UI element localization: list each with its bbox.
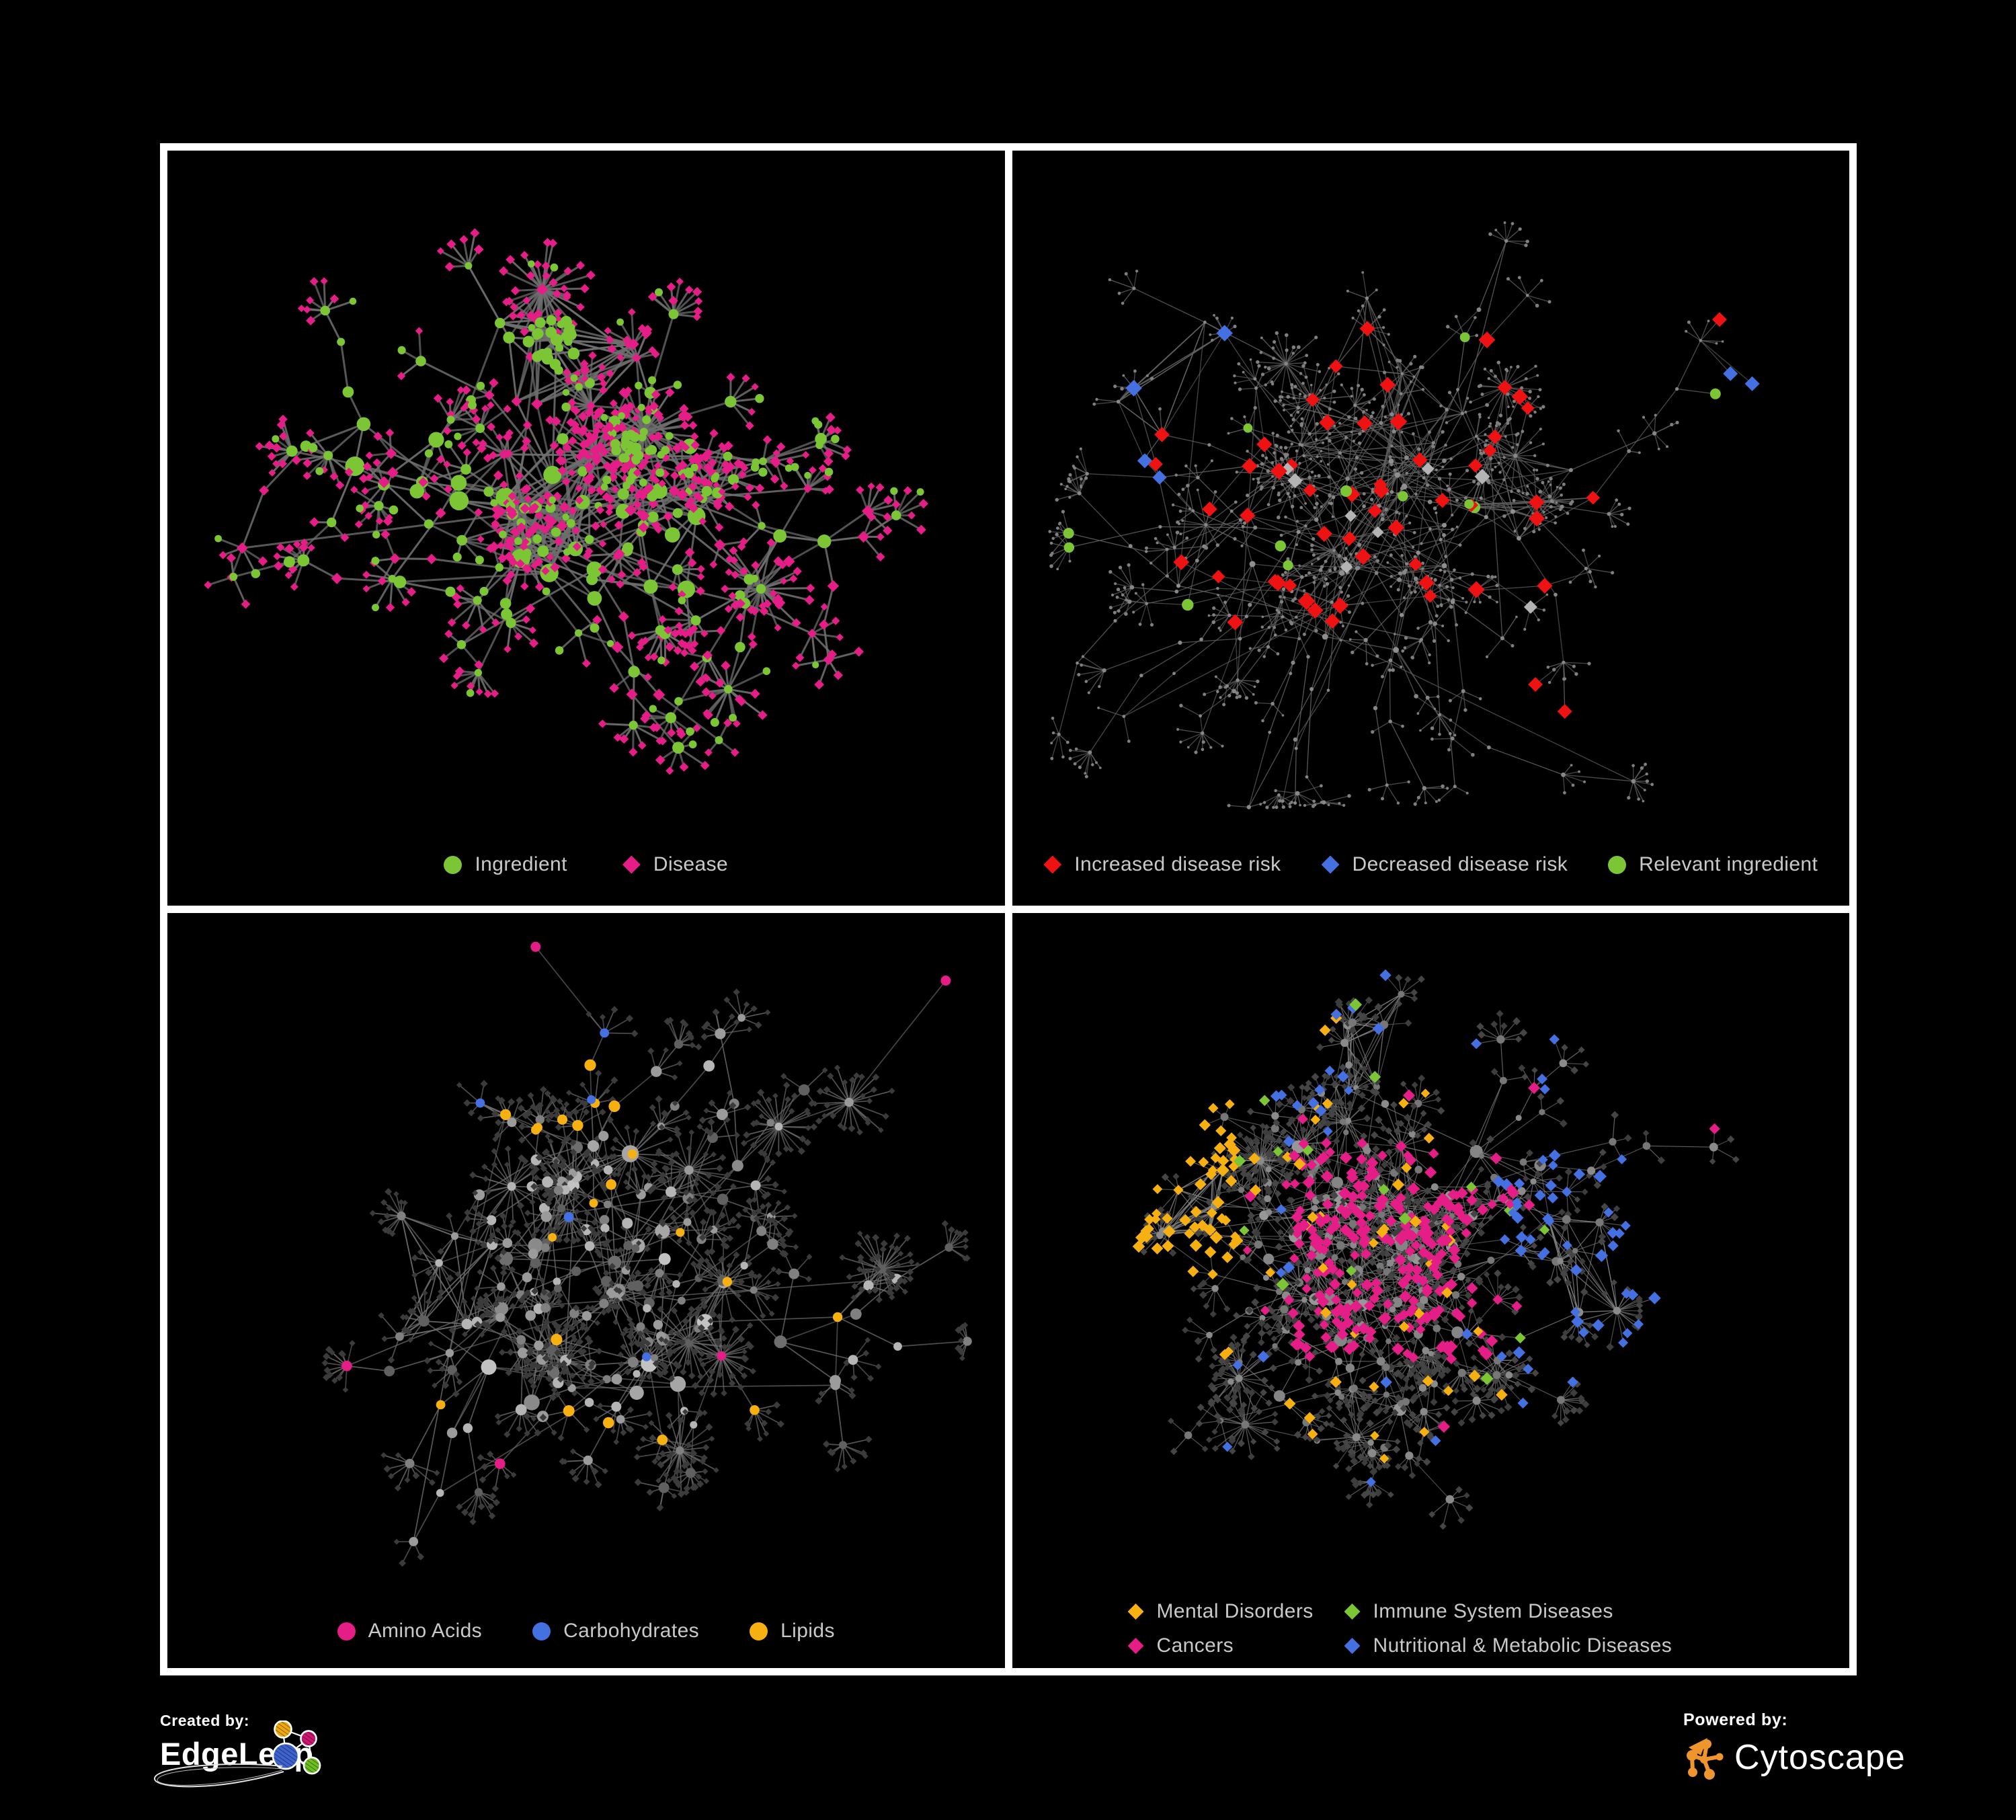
- created-by-block: Created by: EdgeLeap: [154, 1712, 375, 1799]
- network-graph-nutrient-classes: [321, 941, 972, 1567]
- legend-label: Ingredient: [475, 853, 567, 875]
- legend-label: Mental Disorders: [1156, 1600, 1314, 1622]
- legend-label: Decreased disease risk: [1352, 853, 1568, 875]
- legend-item: Amino Acids: [337, 1620, 482, 1643]
- legend-label: Amino Acids: [368, 1620, 483, 1642]
- panel-grid: Ingredient Disease Increased disease ris…: [160, 143, 1857, 1675]
- powered-by-block: Powered by:: [1683, 1710, 1906, 1780]
- legend-label: Immune System Diseases: [1373, 1600, 1613, 1622]
- legend-label: Cancers: [1156, 1634, 1234, 1657]
- legend-label: Carbohydrates: [563, 1620, 700, 1642]
- cancers-marker-icon: [1127, 1638, 1144, 1654]
- nutritional-metabolic-diseases-marker-icon: [1344, 1638, 1361, 1654]
- legend-label: Relevant ingredient: [1639, 853, 1818, 875]
- legend-item: Mental Disorders: [1127, 1600, 1344, 1623]
- relevant-ingredient-marker-icon: [1608, 855, 1627, 874]
- legend-item: Carbohydrates: [532, 1620, 699, 1643]
- legend-item: Disease: [622, 853, 728, 876]
- legend-label: Nutritional & Metabolic Diseases: [1373, 1634, 1672, 1657]
- decreased-risk-marker-icon: [1321, 855, 1340, 874]
- edgeleap-swoosh-icon: [154, 1763, 284, 1788]
- disease-marker-icon: [622, 855, 641, 874]
- legend-item: Lipids: [750, 1620, 835, 1643]
- legend-disease-risk: Increased disease risk Decreased disease…: [1012, 853, 1850, 876]
- increased-risk-marker-icon: [1043, 855, 1062, 874]
- legend-ingredient-disease: Ingredient Disease: [167, 853, 1005, 876]
- edgeleap-logo-icon: [272, 1720, 321, 1775]
- immune-system-diseases-marker-icon: [1344, 1604, 1361, 1620]
- network-graph-disease-categories: [1132, 969, 1740, 1530]
- cytoscape-logo-text: Cytoscape: [1734, 1738, 1906, 1777]
- cytoscape-logo-icon: [1687, 1738, 1724, 1780]
- legend-item: Increased disease risk: [1043, 853, 1281, 876]
- powered-by-label: Powered by:: [1683, 1710, 1788, 1729]
- network-graph-ingredient-disease: [204, 228, 928, 775]
- ingredient-marker-icon: [444, 855, 462, 874]
- network-graph-disease-risk: [1047, 221, 1760, 809]
- mental-disorders-marker-icon: [1127, 1604, 1144, 1620]
- legend-item: Immune System Diseases: [1344, 1600, 1672, 1623]
- edgeleap-brand-row: EdgeLeap: [154, 1720, 375, 1788]
- legend-label: Lipids: [780, 1620, 835, 1642]
- panel-disease-risk: Increased disease risk Decreased disease…: [1012, 151, 1850, 906]
- legend-label: Disease: [653, 853, 729, 875]
- legend-item: Relevant ingredient: [1608, 853, 1818, 876]
- panel-nutrient-classes: Amino Acids Carbohydrates Lipids: [167, 913, 1005, 1668]
- legend-disease-categories: Mental Disorders Immune System Diseases …: [1127, 1600, 1672, 1657]
- panel-ingredient-disease: Ingredient Disease: [167, 151, 1005, 906]
- panel-disease-categories: Mental Disorders Immune System Diseases …: [1012, 913, 1849, 1668]
- legend-label: Increased disease risk: [1074, 853, 1281, 875]
- legend-item: Ingredient: [444, 853, 567, 876]
- lipids-marker-icon: [750, 1622, 768, 1640]
- carbohydrates-marker-icon: [532, 1622, 551, 1640]
- legend-item: Decreased disease risk: [1321, 853, 1568, 876]
- created-by-label: Created by:: [160, 1712, 250, 1729]
- amino-acids-marker-icon: [337, 1622, 356, 1640]
- cytoscape-brand-row: Cytoscape: [1683, 1735, 1906, 1780]
- legend-item: Cancers: [1127, 1634, 1344, 1657]
- legend-item: Nutritional & Metabolic Diseases: [1344, 1634, 1672, 1657]
- legend-nutrient-classes: Amino Acids Carbohydrates Lipids: [167, 1620, 1005, 1643]
